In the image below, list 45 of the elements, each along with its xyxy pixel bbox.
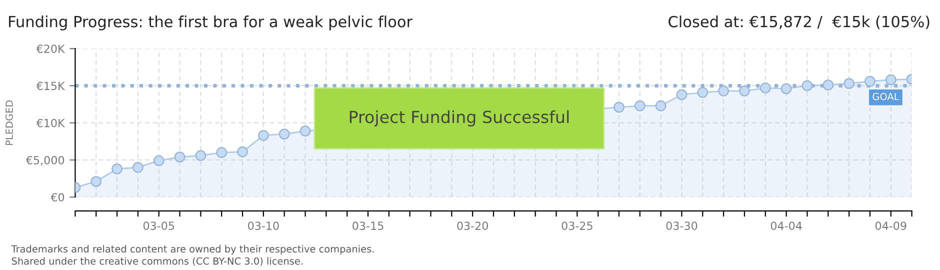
x-tick-label: 03-20 — [457, 222, 488, 230]
x-tick-label: 03-10 — [248, 222, 279, 230]
x-tick-label: 03-30 — [666, 222, 698, 230]
point — [195, 150, 206, 161]
y-tick-label: €15K — [36, 82, 66, 90]
point — [278, 128, 290, 140]
annotation: Project Funding Successful — [350, 110, 569, 126]
point — [300, 126, 311, 136]
point — [676, 89, 688, 100]
chart-subtitle: Closed at: €15,872 / €15k (105%) — [668, 16, 930, 30]
point — [132, 162, 144, 173]
point — [844, 78, 854, 89]
point — [614, 102, 624, 113]
y-tick-label: €5,000 — [26, 156, 64, 166]
point — [258, 130, 269, 141]
point — [822, 80, 834, 90]
point — [216, 147, 228, 158]
point — [864, 76, 876, 87]
text: Trademarks and related content are owned by their respective companies. — [11, 245, 374, 254]
point — [237, 146, 248, 158]
point — [655, 100, 666, 112]
y-tick-label: €0 — [50, 193, 64, 202]
point — [739, 86, 750, 96]
point — [634, 100, 646, 112]
point — [780, 83, 792, 94]
y-axis-title: PLEDGED — [6, 100, 13, 145]
point — [885, 74, 896, 86]
y-tick-label: €10K — [36, 118, 66, 128]
text: Shared under the creative commons (CC BY-NC 3.0) license. — [12, 257, 302, 266]
point — [697, 86, 708, 98]
x-tick-label: 03-25 — [562, 222, 592, 230]
point — [718, 86, 729, 96]
x-tick-label: 04-09 — [875, 222, 906, 230]
y-tick-label: €20K — [36, 44, 66, 53]
point — [90, 176, 102, 187]
point — [153, 155, 164, 166]
point — [802, 80, 813, 92]
x-tick-label: 03-15 — [352, 222, 384, 230]
ref-line-label: GOAL — [872, 92, 900, 100]
point — [174, 152, 186, 162]
x-tick-label: 03-05 — [143, 222, 174, 230]
point — [112, 163, 122, 174]
point — [760, 82, 771, 94]
x-tick-label: 04-04 — [770, 222, 802, 230]
chart-title: Funding Progress: the first bra for a weak pelvic floor — [9, 16, 413, 30]
